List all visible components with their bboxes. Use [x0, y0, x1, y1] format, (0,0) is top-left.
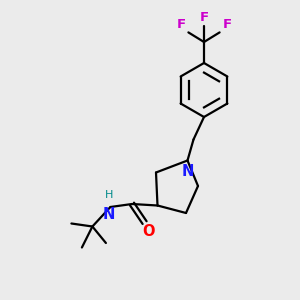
Text: F: F	[223, 18, 232, 31]
Text: F: F	[200, 11, 208, 24]
Text: N: N	[103, 207, 115, 222]
Text: N: N	[181, 164, 194, 179]
Text: F: F	[176, 18, 185, 31]
Text: H: H	[105, 190, 113, 200]
Text: O: O	[142, 224, 155, 239]
